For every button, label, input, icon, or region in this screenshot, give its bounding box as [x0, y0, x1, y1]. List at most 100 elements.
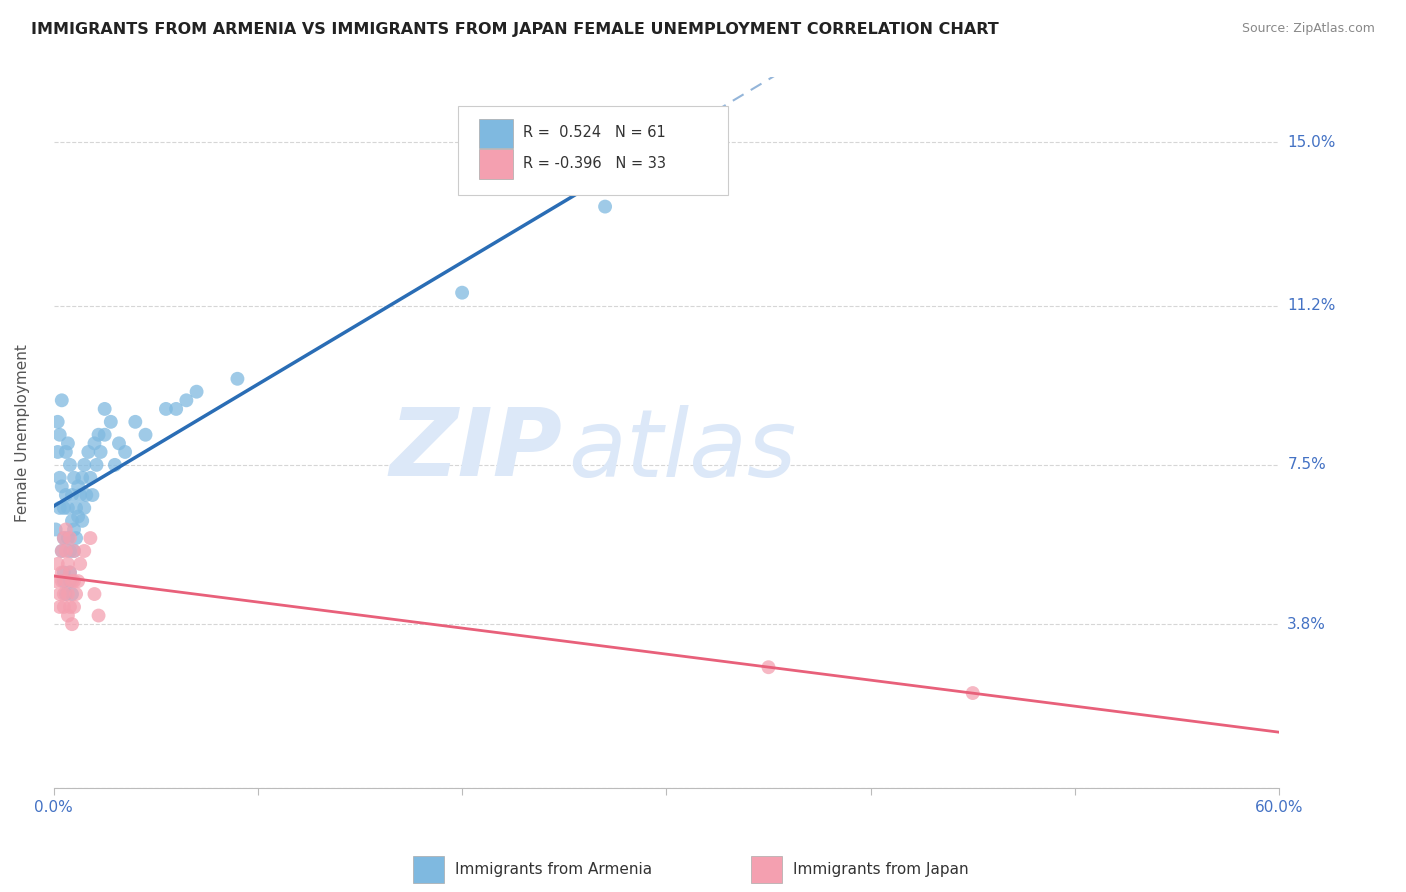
Point — [93, 401, 115, 416]
Point — [56, 557, 79, 571]
Point — [55, 574, 77, 588]
Point — [48, 471, 70, 485]
Point — [52, 566, 75, 580]
Point — [100, 415, 122, 429]
Point — [59, 574, 82, 588]
Point — [48, 427, 70, 442]
Point — [86, 458, 108, 472]
Point — [52, 587, 75, 601]
Point — [55, 587, 77, 601]
Text: Source: ZipAtlas.com: Source: ZipAtlas.com — [1241, 22, 1375, 36]
Point — [59, 566, 82, 580]
Point — [52, 574, 75, 588]
Point — [51, 544, 73, 558]
Point — [52, 531, 75, 545]
Point — [48, 500, 70, 515]
Point — [52, 500, 75, 515]
Point — [104, 458, 127, 472]
Point — [93, 427, 115, 442]
Point — [46, 415, 69, 429]
Y-axis label: Female Unemployment: Female Unemployment — [15, 343, 30, 522]
Point — [59, 566, 82, 580]
Point — [79, 531, 101, 545]
Point — [135, 427, 157, 442]
Text: IMMIGRANTS FROM ARMENIA VS IMMIGRANTS FROM JAPAN FEMALE UNEMPLOYMENT CORRELATION: IMMIGRANTS FROM ARMENIA VS IMMIGRANTS FR… — [31, 22, 998, 37]
Point — [48, 587, 70, 601]
Point — [60, 514, 83, 528]
Text: ZIP: ZIP — [389, 404, 562, 496]
Point — [59, 531, 82, 545]
Point — [48, 599, 70, 614]
Point — [59, 599, 82, 614]
Point — [51, 566, 73, 580]
Point — [114, 445, 136, 459]
Point — [46, 445, 69, 459]
Point — [69, 488, 91, 502]
Text: R =  0.524   N = 61: R = 0.524 N = 61 — [523, 126, 665, 140]
Point — [60, 488, 83, 502]
Point — [758, 660, 780, 674]
Point — [56, 608, 79, 623]
Point — [45, 574, 67, 588]
Point — [55, 523, 77, 537]
Point — [75, 488, 97, 502]
Text: R = -0.396   N = 33: R = -0.396 N = 33 — [523, 156, 666, 171]
Point — [60, 617, 83, 632]
Point — [56, 500, 79, 515]
Point — [56, 587, 79, 601]
Point — [83, 436, 105, 450]
Point — [962, 686, 984, 700]
Point — [108, 436, 131, 450]
Point — [51, 544, 73, 558]
Point — [73, 458, 96, 472]
Point — [52, 531, 75, 545]
Point — [56, 436, 79, 450]
Point — [83, 587, 105, 601]
Text: 11.2%: 11.2% — [1288, 298, 1336, 313]
Point — [165, 401, 187, 416]
Point — [226, 372, 249, 386]
Text: 3.8%: 3.8% — [1288, 616, 1326, 632]
Point — [67, 509, 90, 524]
Point — [56, 531, 79, 545]
Point — [593, 200, 616, 214]
Point — [73, 500, 96, 515]
Point — [87, 608, 110, 623]
Point — [73, 544, 96, 558]
Text: atlas: atlas — [568, 405, 797, 496]
Point — [186, 384, 208, 399]
Point — [45, 523, 67, 537]
Point — [69, 557, 91, 571]
Point — [65, 531, 87, 545]
Point — [67, 574, 90, 588]
Text: Immigrants from Japan: Immigrants from Japan — [793, 863, 969, 877]
Point — [63, 574, 86, 588]
Point — [59, 458, 82, 472]
Point — [51, 574, 73, 588]
Point — [70, 514, 93, 528]
Point — [77, 445, 100, 459]
Point — [55, 488, 77, 502]
Point — [52, 599, 75, 614]
Point — [63, 523, 86, 537]
Point — [63, 544, 86, 558]
Text: 7.5%: 7.5% — [1288, 458, 1326, 473]
Point — [65, 587, 87, 601]
Point — [67, 479, 90, 493]
Point — [46, 557, 69, 571]
Point — [70, 471, 93, 485]
FancyBboxPatch shape — [458, 106, 728, 194]
Point — [155, 401, 177, 416]
Point — [90, 445, 112, 459]
Point — [176, 393, 198, 408]
Text: Immigrants from Armenia: Immigrants from Armenia — [456, 863, 652, 877]
Point — [60, 574, 83, 588]
Point — [55, 445, 77, 459]
Point — [451, 285, 474, 300]
Point — [124, 415, 146, 429]
Point — [59, 544, 82, 558]
Point — [82, 488, 104, 502]
Point — [55, 544, 77, 558]
FancyBboxPatch shape — [479, 149, 513, 179]
FancyBboxPatch shape — [479, 119, 513, 148]
